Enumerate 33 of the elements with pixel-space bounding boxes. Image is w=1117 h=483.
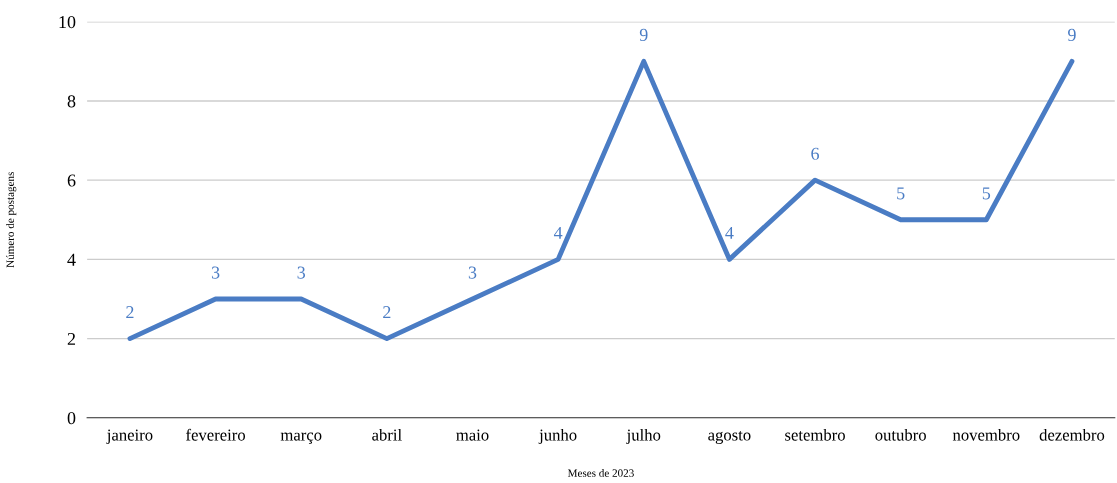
x-tick-label: agosto (708, 431, 751, 445)
data-label: 6 (811, 147, 820, 160)
data-label: 5 (982, 187, 991, 200)
x-tick-label: abril (372, 428, 402, 441)
data-label: 3 (468, 266, 477, 279)
y-tick-label: 8 (67, 95, 76, 108)
x-tick-label: dezembro (1039, 428, 1105, 441)
data-label: 5 (897, 187, 905, 200)
data-label: 9 (639, 28, 648, 42)
x-tick-label: setembro (785, 428, 845, 441)
y-tick-label: 0 (67, 412, 76, 425)
data-label: 2 (383, 306, 391, 319)
data-label: 2 (126, 306, 134, 319)
y-tick-label: 2 (67, 332, 76, 345)
x-tick-label: maio (456, 429, 489, 441)
line-series (127, 58, 1075, 342)
x-tick-label: janeiro (106, 429, 153, 445)
data-label: 4 (725, 226, 734, 239)
x-tick-label: junho (538, 428, 577, 445)
x-tick-label: fevereiro (186, 428, 246, 441)
y-axis-title: Número de postagens (6, 172, 17, 268)
x-tick-label: outubro (875, 428, 926, 441)
x-tick-label: março (280, 432, 322, 445)
x-axis-title: Meses de 2023 (567, 469, 634, 477)
data-label: 4 (553, 226, 563, 239)
data-label: 3 (297, 266, 306, 279)
y-tick-label: 4 (67, 253, 76, 266)
y-tick-label: 10 (59, 15, 76, 29)
x-tick-label: julho (626, 428, 661, 445)
data-label: 3 (211, 266, 220, 279)
data-label: 9 (1068, 28, 1076, 42)
x-tick-label: novembro (952, 428, 1020, 441)
y-tick-label: 6 (67, 174, 76, 187)
